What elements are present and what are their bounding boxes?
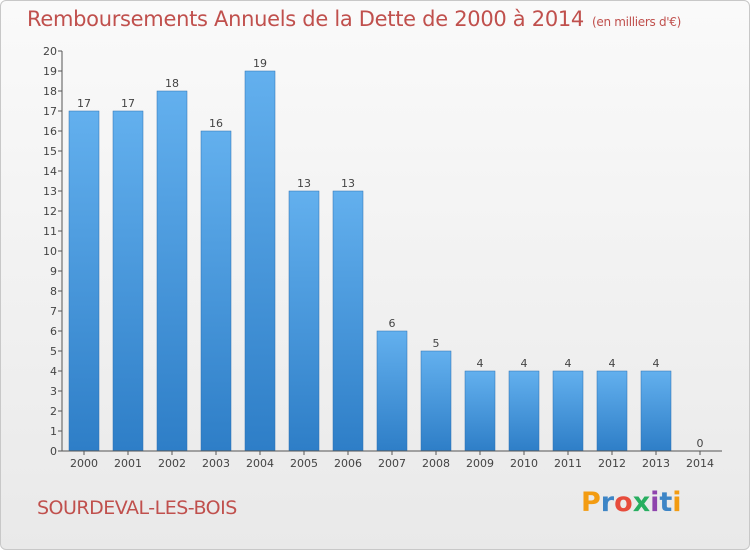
data-label-2003: 16 bbox=[209, 117, 223, 130]
data-label-2002: 18 bbox=[165, 77, 179, 90]
chart-title-text: Remboursements Annuels de la Dette de 20… bbox=[27, 7, 584, 31]
logo-letter: r bbox=[600, 487, 615, 518]
x-tick-label-2008: 2008 bbox=[422, 457, 450, 470]
bar-2003 bbox=[200, 130, 232, 452]
y-tick-label: 9 bbox=[50, 265, 57, 278]
y-tick-label: 4 bbox=[50, 365, 57, 378]
bar-2002 bbox=[156, 90, 188, 452]
logo-letter: P bbox=[581, 487, 601, 518]
logo-letter: x bbox=[632, 487, 651, 518]
data-label-2014: 0 bbox=[697, 437, 704, 450]
y-tick-label: 0 bbox=[50, 445, 57, 458]
x-tick-label-2006: 2006 bbox=[334, 457, 362, 470]
proxiti-logo: Proxiti bbox=[581, 487, 682, 518]
logo-letter: t bbox=[659, 487, 673, 518]
bar-2010 bbox=[508, 370, 540, 452]
data-label-2007: 6 bbox=[389, 317, 396, 330]
y-tick-label: 1 bbox=[50, 425, 57, 438]
data-label-2010: 4 bbox=[521, 357, 528, 370]
y-tick-label: 15 bbox=[43, 145, 57, 158]
y-tick-label: 6 bbox=[50, 325, 57, 338]
x-tick-label-2012: 2012 bbox=[598, 457, 626, 470]
y-tick-label: 11 bbox=[43, 225, 57, 238]
logo-letter: o bbox=[614, 487, 633, 518]
data-label-2008: 5 bbox=[433, 337, 440, 350]
y-tick-label: 12 bbox=[43, 205, 57, 218]
y-tick-label: 3 bbox=[50, 385, 57, 398]
x-tick-label-2000: 2000 bbox=[70, 457, 98, 470]
x-tick-label-2004: 2004 bbox=[246, 457, 274, 470]
y-tick-label: 13 bbox=[43, 185, 57, 198]
data-label-2012: 4 bbox=[609, 357, 616, 370]
place-name: SOURDEVAL-LES-BOIS bbox=[37, 497, 237, 519]
data-label-2006: 13 bbox=[341, 177, 355, 190]
x-tick-label-2014: 2014 bbox=[686, 457, 714, 470]
bar-2000 bbox=[68, 110, 100, 452]
y-tick-label: 5 bbox=[50, 345, 57, 358]
bar-2006 bbox=[332, 190, 364, 452]
y-tick-label: 14 bbox=[43, 165, 57, 178]
data-label-2001: 17 bbox=[121, 97, 135, 110]
y-tick-label: 10 bbox=[43, 245, 57, 258]
y-tick-label: 8 bbox=[50, 285, 57, 298]
data-label-2013: 4 bbox=[653, 357, 660, 370]
x-tick-label-2003: 2003 bbox=[202, 457, 230, 470]
x-tick-label-2002: 2002 bbox=[158, 457, 186, 470]
x-tick-label-2005: 2005 bbox=[290, 457, 318, 470]
data-label-2004: 19 bbox=[253, 57, 267, 70]
x-tick-label-2010: 2010 bbox=[510, 457, 538, 470]
bar-2011 bbox=[552, 370, 584, 452]
logo-letter: i bbox=[672, 487, 682, 518]
chart-title: Remboursements Annuels de la Dette de 20… bbox=[27, 7, 681, 31]
y-tick-label: 19 bbox=[43, 65, 57, 78]
x-tick-label-2013: 2013 bbox=[642, 457, 670, 470]
bar-2001 bbox=[112, 110, 144, 452]
chart-unit: (en milliers d'€) bbox=[592, 15, 682, 29]
bar-2005 bbox=[288, 190, 320, 452]
bar-2013 bbox=[640, 370, 672, 452]
logo-letter: i bbox=[650, 487, 660, 518]
y-tick-label: 18 bbox=[43, 85, 57, 98]
bar-2009 bbox=[464, 370, 496, 452]
y-tick-label: 16 bbox=[43, 125, 57, 138]
data-label-2005: 13 bbox=[297, 177, 311, 190]
x-tick-label-2011: 2011 bbox=[554, 457, 582, 470]
bars: 17 17 18 16 19 13 13 6 5 4 4 4 4 4 0 bbox=[68, 57, 704, 452]
data-label-2000: 17 bbox=[77, 97, 91, 110]
x-tick-label-2009: 2009 bbox=[466, 457, 494, 470]
y-tick-label: 2 bbox=[50, 405, 57, 418]
x-tick-label-2001: 2001 bbox=[114, 457, 142, 470]
data-label-2011: 4 bbox=[565, 357, 572, 370]
bar-2004 bbox=[244, 70, 276, 452]
x-axis: 2000 2001 2002 2003 2004 2005 2006 2007 2008 2009… bbox=[62, 450, 722, 470]
bar-2008 bbox=[420, 350, 452, 452]
x-tick-label-2007: 2007 bbox=[378, 457, 406, 470]
data-label-2009: 4 bbox=[477, 357, 484, 370]
y-tick-label: 7 bbox=[50, 305, 57, 318]
y-tick-label: 20 bbox=[43, 45, 57, 58]
bar-2007 bbox=[376, 330, 408, 452]
bar-2012 bbox=[596, 370, 628, 452]
y-tick-label: 17 bbox=[43, 105, 57, 118]
